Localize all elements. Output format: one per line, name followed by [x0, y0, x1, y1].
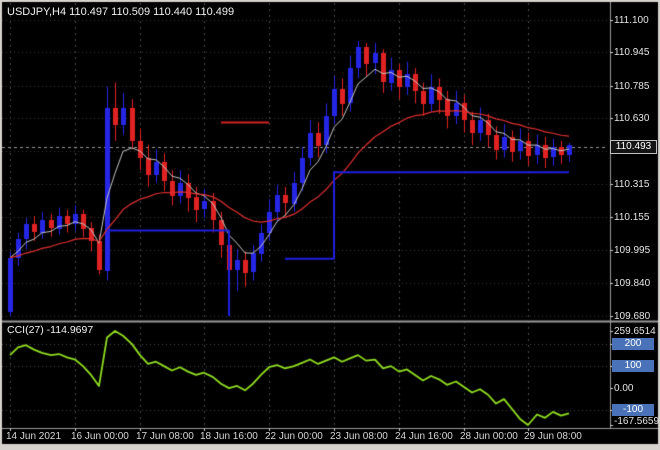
chart-title: USDJPY,H4 110.497 110.509 110.440 110.49… [7, 6, 235, 18]
current-price-badge: 110.493 [610, 140, 657, 154]
indicator-title: CCI(27) -114.9697 [7, 324, 94, 336]
